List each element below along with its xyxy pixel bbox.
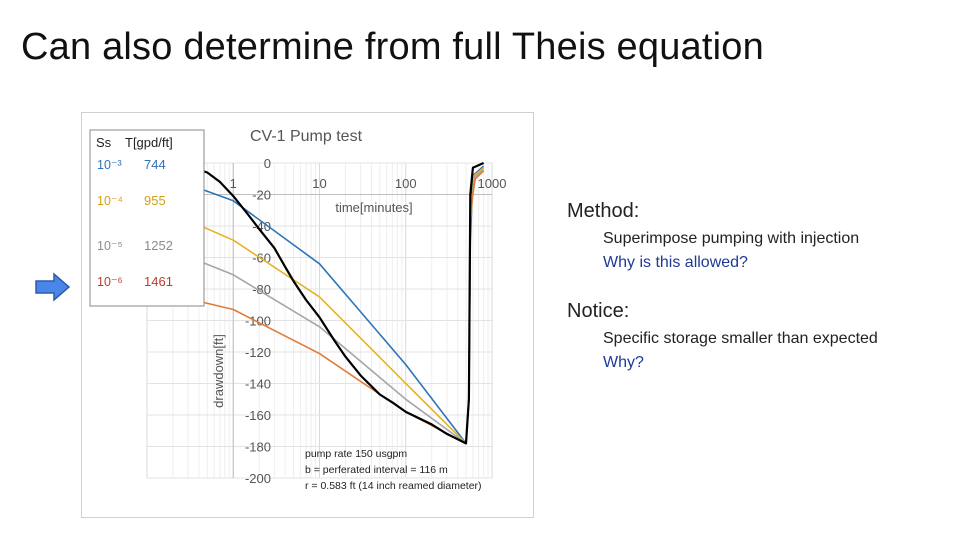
legend-t-value: 1461 — [144, 274, 173, 289]
grid — [146, 162, 493, 479]
legend-t-value: 955 — [144, 193, 166, 208]
y-tick-label: -140 — [245, 377, 271, 392]
y-tick-label: -200 — [245, 471, 271, 486]
method-line: Superimpose pumping with injection — [603, 230, 860, 247]
series-lines — [146, 161, 485, 445]
legend-ss-value: 10⁻³ — [97, 158, 122, 172]
y-tick-label: -160 — [245, 408, 271, 423]
x-tick-label: 10 — [312, 176, 326, 191]
y-tick-label: -80 — [252, 282, 271, 297]
annotation-line: pump rate 150 usgpm — [305, 448, 407, 460]
notice-line: Specific storage smaller than expected — [603, 330, 878, 347]
slide-title: Can also determine from full Theis equat… — [21, 26, 764, 68]
x-tick-label: 1 — [230, 176, 237, 191]
y-tick-label: 0 — [264, 156, 271, 171]
chart-frame: 0-20-40-60-80-100-120-140-160-180-200 0.… — [81, 112, 534, 518]
notice-heading: Notice: — [567, 300, 630, 322]
method-heading: Method: — [567, 200, 640, 222]
legend-t-value: 744 — [144, 157, 166, 172]
y-tick-label: -40 — [252, 219, 271, 234]
x-axis-label: time[minutes] — [335, 200, 412, 215]
y-axis-label: drawdown[ft] — [211, 334, 226, 408]
chart: 0-20-40-60-80-100-120-140-160-180-200 0.… — [89, 128, 507, 492]
legend-ss-value: 10⁻⁶ — [97, 275, 123, 289]
legend-header-t: T[gpd/ft] — [125, 135, 173, 150]
legend-ss-value: 10⁻⁵ — [97, 239, 123, 253]
annotation: pump rate 150 usgpm b = perferated inter… — [305, 448, 482, 492]
legend-t-value: 1252 — [144, 238, 173, 253]
method-question: Why is this allowed? — [603, 254, 748, 271]
y-tick-label: -180 — [245, 440, 271, 455]
legend-ss-value: 10⁻⁴ — [97, 194, 123, 208]
series-line — [146, 161, 485, 445]
method-block: Method: Superimpose pumping with injecti… — [567, 200, 859, 275]
annotation-line: b = perferated interval = 116 m — [305, 464, 448, 476]
chart-title: CV-1 Pump test — [250, 128, 363, 145]
x-tick-label: 100 — [395, 176, 417, 191]
legend-header-ss: Ss — [96, 135, 112, 150]
y-tick-label: -120 — [245, 345, 271, 360]
notice-block: Notice: Specific storage smaller than ex… — [567, 300, 878, 375]
y-tick-labels: 0-20-40-60-80-100-120-140-160-180-200 — [245, 156, 271, 486]
right-arrow-icon — [35, 272, 71, 307]
y-tick-label: -20 — [252, 188, 271, 203]
legend-box: Ss T[gpd/ft] 10⁻³ 744 10⁻⁴ 955 10⁻⁵ 1252 10⁻⁶ 1… — [89, 129, 205, 307]
annotation-line: r = 0.583 ft (14 inch reamed diameter) — [305, 480, 482, 492]
notice-question: Why? — [603, 354, 644, 371]
x-tick-label: 1000 — [478, 176, 507, 191]
